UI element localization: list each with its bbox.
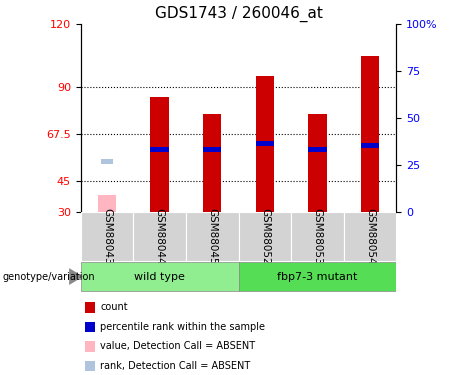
Text: count: count xyxy=(100,303,128,312)
Bar xyxy=(291,212,344,261)
Text: GSM88052: GSM88052 xyxy=(260,208,270,265)
Bar xyxy=(239,262,396,291)
Text: genotype/variation: genotype/variation xyxy=(2,272,95,282)
Text: GSM88044: GSM88044 xyxy=(154,208,165,265)
Bar xyxy=(133,212,186,261)
Bar xyxy=(98,195,116,212)
Text: wild type: wild type xyxy=(134,272,185,282)
Bar xyxy=(239,212,291,261)
Bar xyxy=(186,212,239,261)
Bar xyxy=(81,212,133,261)
Bar xyxy=(203,147,221,152)
Text: value, Detection Call = ABSENT: value, Detection Call = ABSENT xyxy=(100,342,255,351)
Text: GSM88043: GSM88043 xyxy=(102,208,112,265)
Bar xyxy=(361,142,379,148)
Polygon shape xyxy=(69,268,83,285)
Bar xyxy=(256,141,274,146)
Bar xyxy=(361,56,379,212)
Bar xyxy=(344,212,396,261)
Title: GDS1743 / 260046_at: GDS1743 / 260046_at xyxy=(154,5,323,22)
Bar xyxy=(101,159,112,165)
Bar xyxy=(81,262,239,291)
Text: GSM88045: GSM88045 xyxy=(207,208,217,265)
Text: GSM88053: GSM88053 xyxy=(313,208,323,265)
Bar xyxy=(308,147,327,152)
Bar xyxy=(150,97,169,212)
Bar xyxy=(256,76,274,212)
Text: fbp7-3 mutant: fbp7-3 mutant xyxy=(278,272,358,282)
Text: GSM88054: GSM88054 xyxy=(365,208,375,265)
Bar xyxy=(308,114,327,212)
Text: percentile rank within the sample: percentile rank within the sample xyxy=(100,322,265,332)
Bar xyxy=(203,114,221,212)
Bar xyxy=(150,147,169,152)
Text: rank, Detection Call = ABSENT: rank, Detection Call = ABSENT xyxy=(100,361,250,371)
